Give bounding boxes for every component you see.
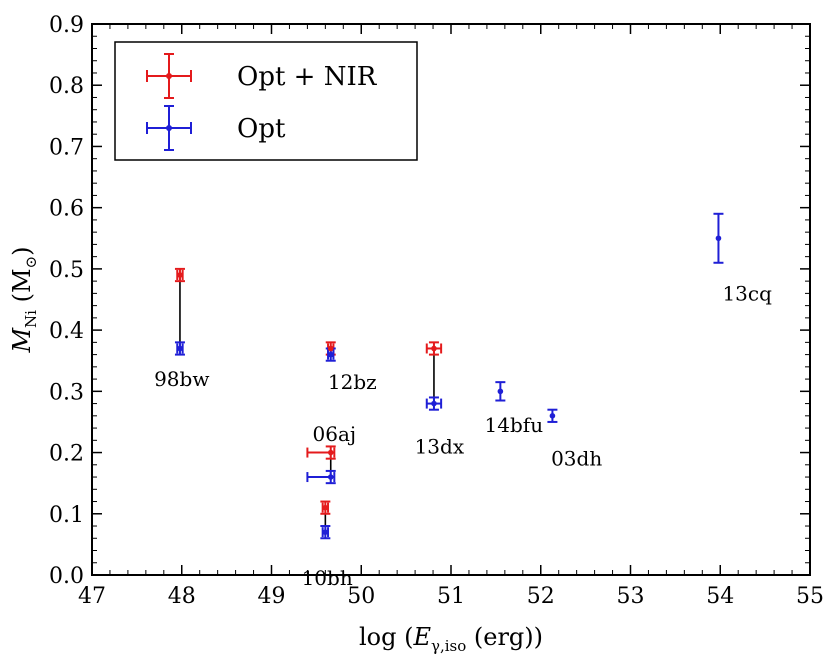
- y-tick-label: 0.1: [49, 503, 84, 528]
- y-tick-label: 0.0: [49, 564, 84, 589]
- legend-label: Opt: [237, 114, 286, 144]
- y-tick-label: 0.5: [49, 258, 84, 283]
- label-13dx: 13dx: [415, 434, 465, 458]
- label-14bfu: 14bfu: [485, 413, 544, 437]
- x-tick-label: 53: [617, 584, 645, 609]
- legend-entry-opt-nir: Opt + NIR: [146, 53, 378, 99]
- x-tick-label: 55: [796, 584, 824, 609]
- y-tick-label: 0.3: [49, 380, 84, 405]
- x-tick-label: 48: [168, 584, 196, 609]
- x-tick-label: 49: [258, 584, 286, 609]
- y-tick-label: 0.2: [49, 442, 84, 467]
- point-opt-03dh: [549, 413, 556, 419]
- label-12bz: 12bz: [328, 370, 377, 394]
- point-opt-14bfu: [497, 388, 504, 395]
- y-tick-label: 0.9: [49, 13, 84, 38]
- point-opt-98bw: [177, 345, 183, 352]
- x-tick-label: 52: [527, 584, 555, 609]
- y-tick-label: 0.4: [49, 319, 84, 344]
- annotation-layer: 98bw 12bz 06aj 13dx 14bfu 03dh 13cq 10bh: [154, 281, 772, 590]
- x-axis-title: log (Eγ,iso (erg)): [359, 623, 543, 655]
- legend-entry-opt: Opt: [146, 105, 286, 151]
- label-03dh: 03dh: [551, 447, 602, 471]
- label-10bh: 10bh: [302, 566, 353, 590]
- label-06aj: 06aj: [313, 422, 357, 446]
- errorbar-layer: [174, 212, 724, 540]
- legend-marker-dot: [166, 73, 172, 79]
- legend-box: [114, 41, 418, 161]
- point-opt-nir-06aj: [327, 449, 334, 456]
- y-tick-label: 0.8: [49, 74, 84, 99]
- legend-marker-dot: [166, 125, 172, 131]
- point-opt-nir-98bw: [177, 272, 183, 278]
- point-opt-12bz: [327, 351, 334, 358]
- y-tick-label: 0.7: [49, 135, 84, 160]
- point-opt-10bh: [322, 529, 329, 535]
- label-13cq: 13cq: [722, 281, 772, 305]
- point-layer: [177, 235, 722, 535]
- label-98bw: 98bw: [154, 367, 209, 391]
- legend-label: Opt + NIR: [237, 62, 378, 92]
- point-opt-nir-12bz: [327, 345, 334, 352]
- point-opt-06aj: [327, 474, 334, 480]
- x-tick-label: 54: [706, 584, 734, 609]
- legend: Opt + NIR Opt: [114, 41, 418, 161]
- point-opt-13cq: [715, 235, 722, 242]
- x-tick-label: 50: [347, 584, 375, 609]
- connector-layer: [179, 275, 435, 533]
- x-tick-label: 51: [437, 584, 465, 609]
- point-opt-nir-13dx: [431, 345, 437, 352]
- axes-layer: 47 48 49 50 51 52 53 54 55 0.0 0.1 0.2 0.3 0.4 0.5 0.6 0…: [8, 13, 824, 655]
- point-opt-13dx: [431, 400, 437, 407]
- y-axis-title: MNi (M⊙): [8, 246, 40, 353]
- point-opt-nir-10bh: [322, 504, 329, 511]
- y-tick-label: 0.6: [49, 197, 84, 222]
- x-tick-label: 47: [78, 584, 106, 609]
